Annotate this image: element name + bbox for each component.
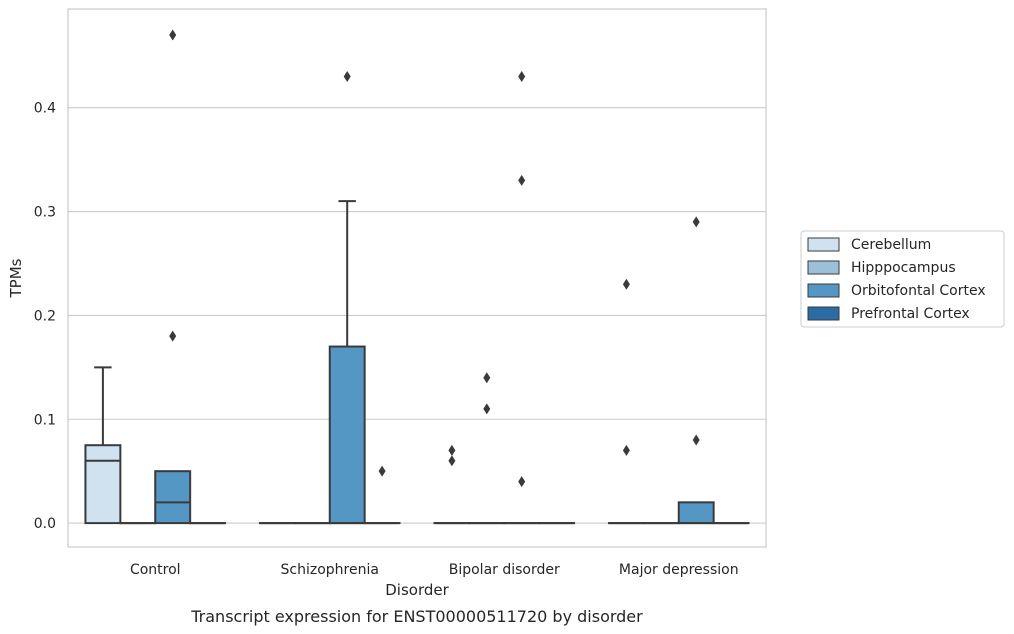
x-tick-labels: Control Schizophrenia Bipolar disorder Majo… [130, 562, 739, 578]
legend-item: Hipppocampus [807, 260, 956, 276]
outlier-point [518, 174, 526, 186]
x-tick-label: Major depression [619, 562, 739, 578]
box-1-3 [363, 465, 401, 525]
outlier-point [692, 434, 700, 446]
box-0-0 [84, 366, 122, 525]
box-3-0 [607, 278, 645, 525]
box-body [677, 501, 715, 525]
chart-caption: Transcript expression for ENST0000051172… [190, 607, 643, 626]
box-body [328, 345, 366, 525]
box-1-2 [328, 71, 366, 525]
outlier-point [448, 455, 456, 467]
outlier-point [692, 216, 700, 228]
legend-label: Orbitofontal Cortex [851, 283, 986, 299]
y-tick-label: 0.3 [34, 205, 56, 221]
x-tick-label: Schizophrenia [281, 562, 379, 578]
y-axis-title: TPMs [7, 258, 25, 298]
outlier-point [169, 29, 177, 41]
legend-swatch [807, 237, 840, 252]
outlier-point [343, 71, 351, 83]
box-0-2 [154, 29, 192, 525]
x-tick-label: Control [130, 562, 181, 578]
box-body [84, 444, 122, 525]
legend-label: Prefrontal Cortex [851, 306, 970, 322]
legend-item: Orbitofontal Cortex [807, 283, 986, 299]
outlier-point [622, 444, 630, 456]
gridlines [68, 107, 766, 524]
legend-label: Cerebellum [851, 237, 931, 253]
outlier-point [169, 330, 177, 342]
y-tick-label: 0.4 [34, 101, 56, 117]
box-body [154, 470, 192, 525]
legend-item: Cerebellum [807, 237, 931, 253]
legend-items: Cerebellum Hipppocampus Orbitofontal Corte… [807, 237, 986, 322]
outlier-point [483, 403, 491, 415]
y-tick-label: 0.2 [34, 308, 56, 324]
y-tick-label: 0.0 [34, 516, 56, 532]
outlier-point [622, 278, 630, 290]
plot-area-frame [67, 8, 767, 548]
box-2-0 [433, 444, 471, 525]
legend-swatch [807, 306, 840, 321]
box-3-2 [677, 216, 715, 525]
box-2-2 [503, 71, 541, 525]
outlier-point [448, 444, 456, 456]
legend-swatch [807, 260, 840, 275]
outlier-point [518, 476, 526, 488]
outlier-point [378, 465, 386, 477]
boxes [84, 29, 750, 525]
y-tick-label: 0.1 [34, 412, 56, 428]
outlier-point [483, 372, 491, 384]
y-tick-labels: 0.0 0.1 0.2 0.3 0.4 [34, 101, 56, 532]
box-2-1 [468, 372, 506, 525]
legend-swatch [807, 283, 840, 298]
x-axis-title: Disorder [385, 581, 449, 599]
outlier-point [518, 71, 526, 83]
legend-label: Hipppocampus [851, 260, 956, 276]
legend-frame [800, 230, 1005, 328]
legend-item: Prefrontal Cortex [807, 306, 970, 322]
x-tick-label: Bipolar disorder [449, 562, 560, 578]
legend: Cerebellum Hipppocampus Orbitofontal Corte… [800, 230, 1005, 328]
